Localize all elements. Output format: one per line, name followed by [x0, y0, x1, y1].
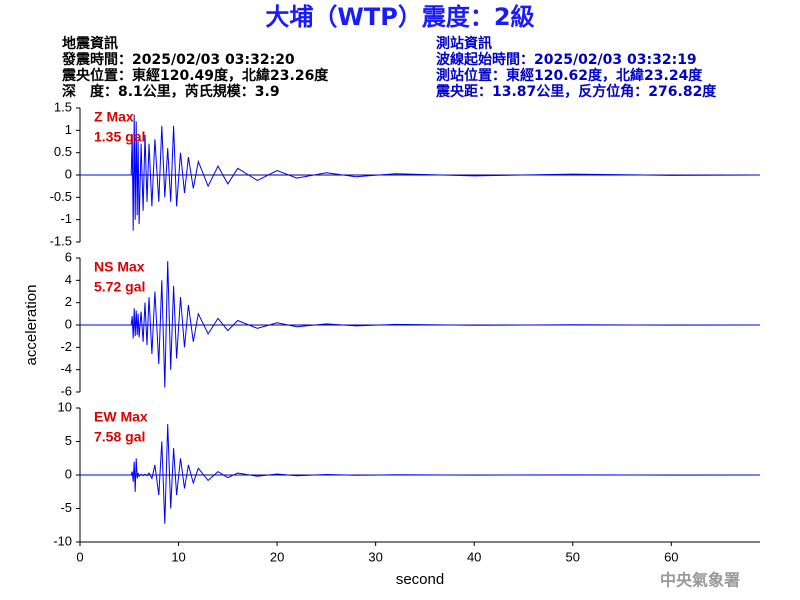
footer: 中央氣象署 [660, 571, 740, 590]
y-tick-label: -5 [60, 500, 72, 515]
y-tick-label: -1 [60, 211, 72, 226]
waveform [80, 424, 761, 524]
header-left: 震央位置：東經120.49度，北緯23.26度 [61, 67, 329, 84]
y-tick-label: 0 [65, 316, 72, 331]
y-tick-label: 2 [65, 294, 72, 309]
waveform [80, 261, 761, 388]
x-tick-label: 60 [664, 549, 678, 564]
x-tick-label: 50 [566, 549, 580, 564]
header-right: 測站位置：東經120.62度，北緯23.24度 [436, 67, 703, 84]
max-label: 7.58 gal [94, 429, 145, 445]
x-tick-label: 40 [467, 549, 481, 564]
header-left: 發震時間：2025/02/03 03:32:20 [61, 51, 295, 68]
max-label: NS Max [94, 259, 145, 275]
max-label: 1.35 gal [94, 129, 145, 145]
y-tick-label: -1.5 [50, 233, 72, 248]
y-tick-label: 1 [65, 122, 72, 137]
y-tick-label: -10 [53, 533, 72, 548]
x-tick-label: 10 [171, 549, 185, 564]
y-tick-label: -0.5 [50, 189, 72, 204]
y-tick-label: -4 [60, 361, 72, 376]
y-tick-label: 1.5 [54, 99, 72, 114]
y-tick-label: 6 [65, 249, 72, 264]
y-tick-label: 5 [65, 433, 72, 448]
header-right: 測站資訊 [436, 35, 492, 52]
header-right: 波線起始時間：2025/02/03 03:32:19 [436, 51, 697, 68]
y-tick-label: 0 [65, 466, 72, 481]
x-tick-label: 0 [76, 549, 83, 564]
max-label: Z Max [94, 109, 134, 125]
x-axis-label: second [396, 571, 444, 588]
y-tick-label: -6 [60, 383, 72, 398]
y-tick-label: 0 [65, 166, 72, 181]
y-tick-label: 4 [65, 272, 72, 287]
max-label: 5.72 gal [94, 279, 145, 295]
y-axis-label: acceleration [23, 285, 40, 366]
title: 大埔（WTP）震度：2級 [265, 3, 534, 31]
y-tick-label: 0.5 [54, 144, 72, 159]
header-left: 深 度：8.1公里，芮氏規模：3.9 [62, 83, 280, 100]
y-tick-label: 10 [58, 399, 72, 414]
waveform [80, 114, 761, 231]
x-tick-label: 30 [368, 549, 382, 564]
max-label: EW Max [94, 409, 148, 425]
header-left: 地震資訊 [62, 35, 118, 52]
header-right: 震央距：13.87公里，反方位角：276.82度 [435, 83, 717, 100]
y-tick-label: -2 [60, 339, 72, 354]
x-tick-label: 20 [270, 549, 284, 564]
